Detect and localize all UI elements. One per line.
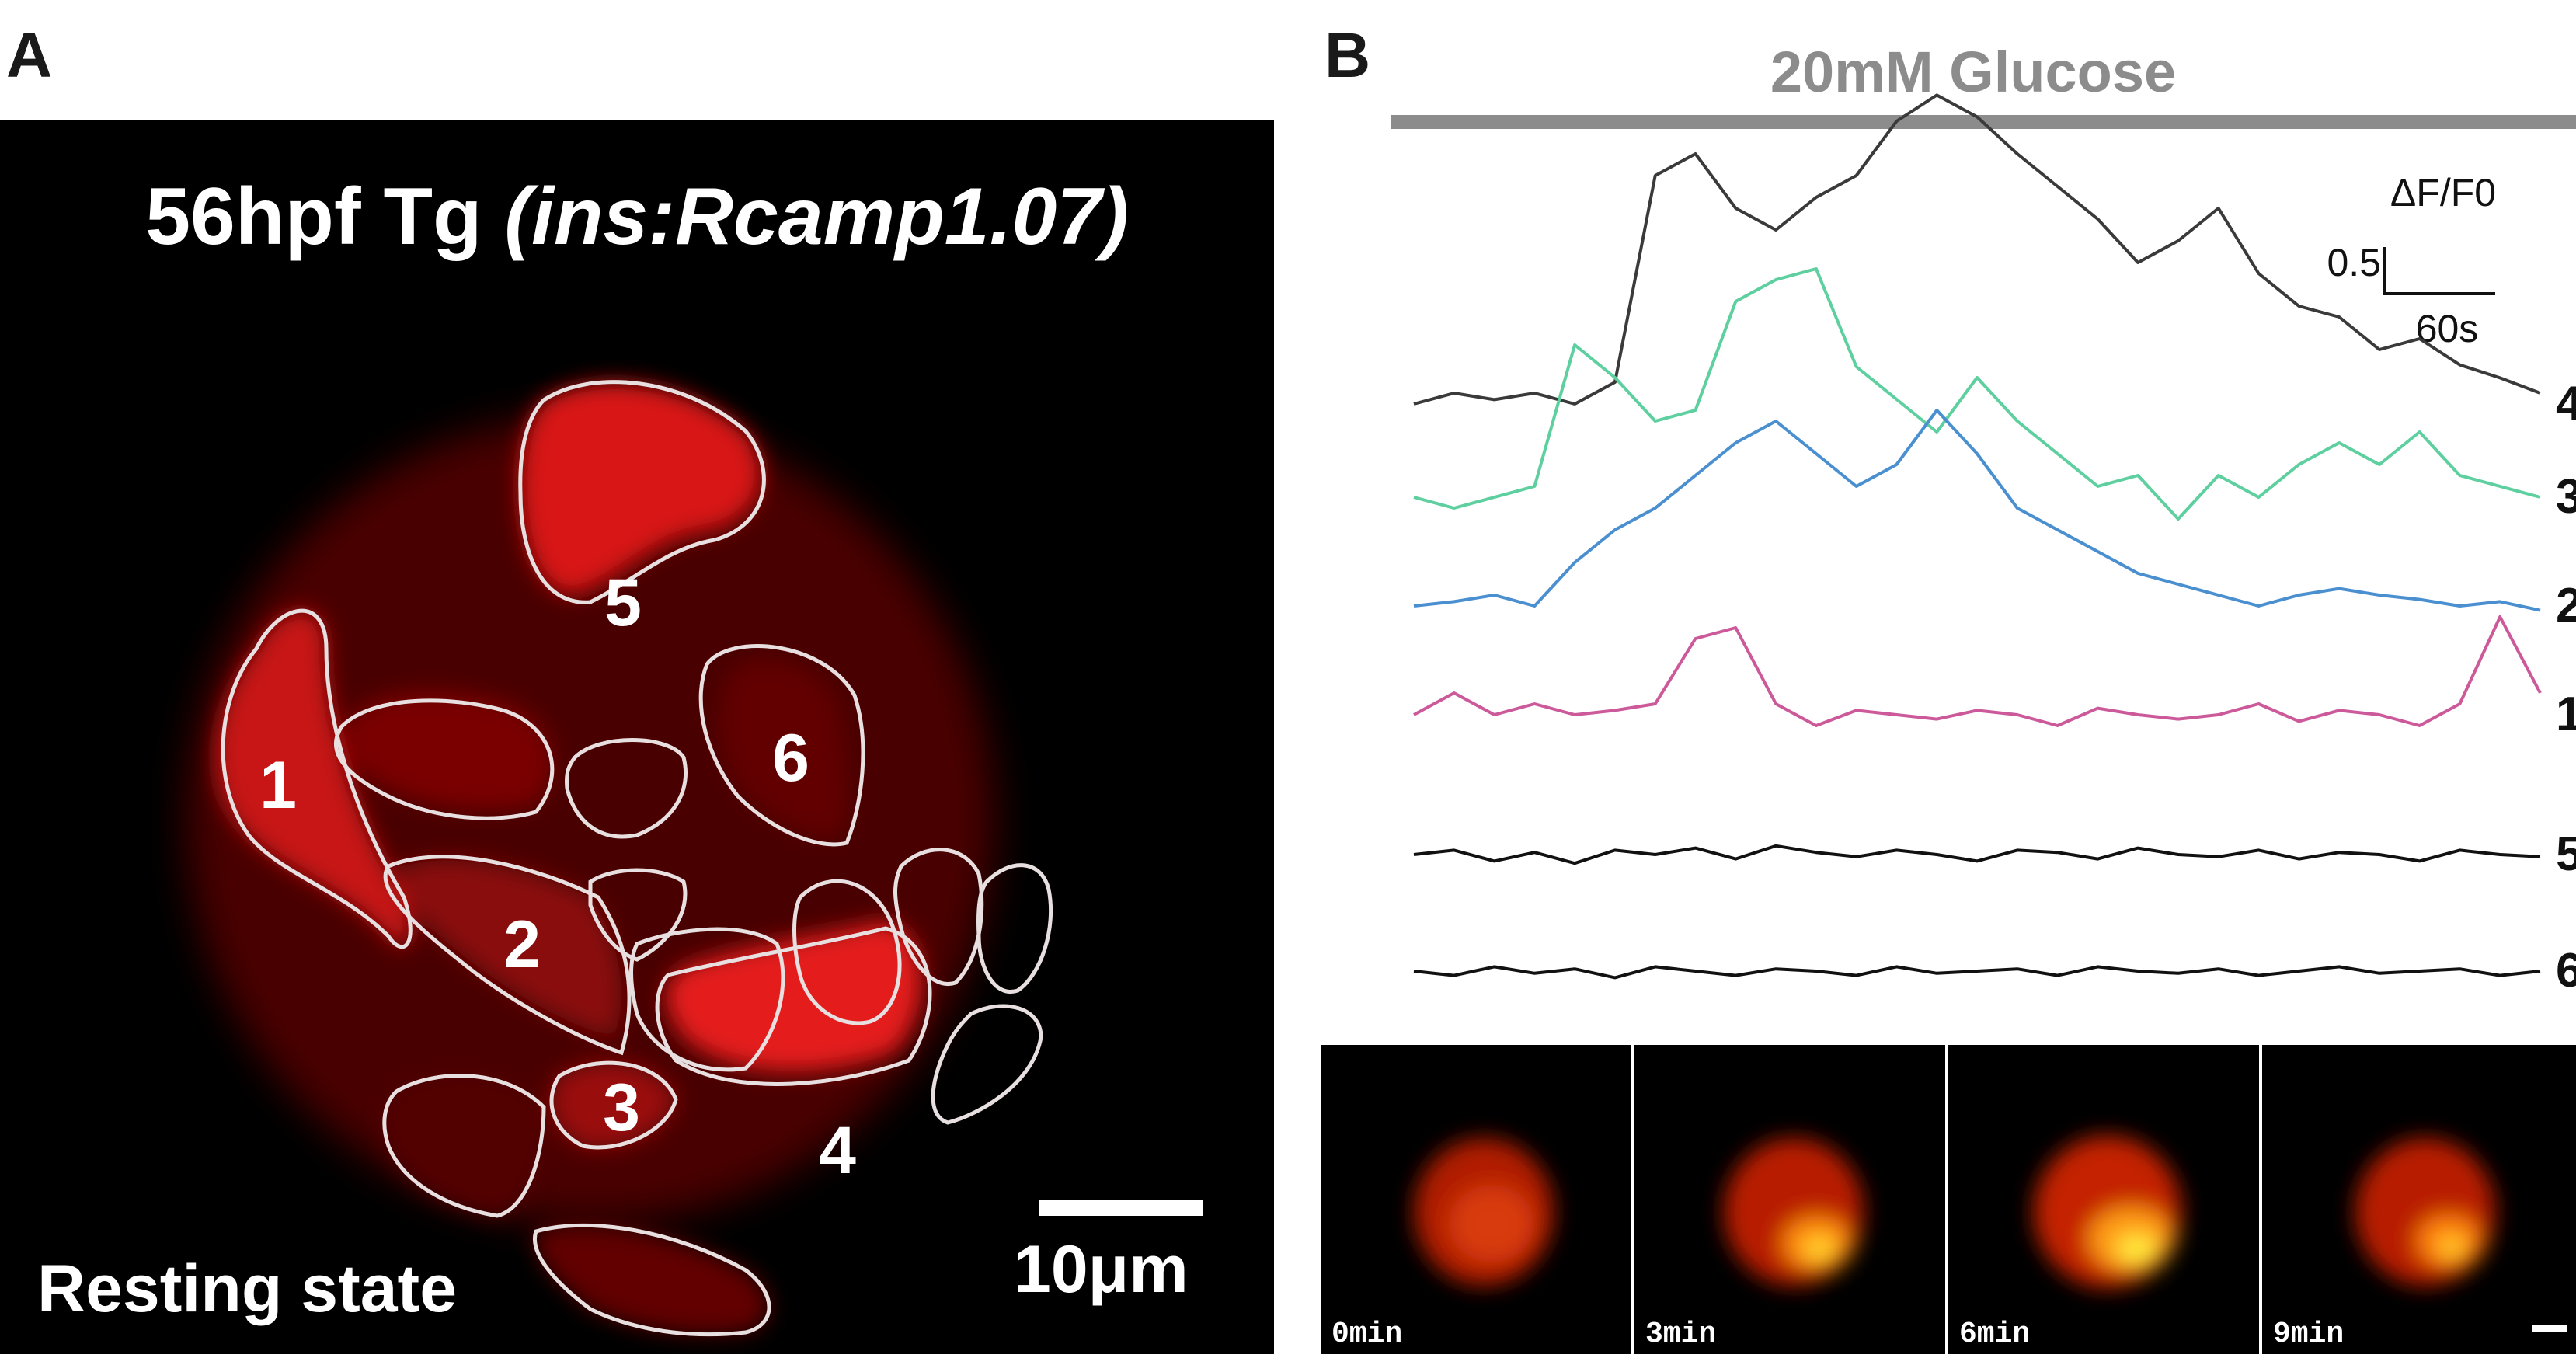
cell-label-1: 1 xyxy=(259,748,297,823)
trace-label-4: 4 xyxy=(2556,377,2576,430)
frame-1-image xyxy=(1724,1138,1864,1286)
timelapse-strip: 0min 3min 6min 9min xyxy=(1321,1045,2576,1354)
frame-0: 0min xyxy=(1321,1045,1631,1354)
trace-line-2 xyxy=(1413,409,2541,612)
trace-label-2: 2 xyxy=(2556,579,2576,632)
cell-label-3: 3 xyxy=(603,1071,640,1145)
state-label: Resting state xyxy=(37,1252,458,1326)
frame-2-time: 6min xyxy=(1959,1318,2031,1351)
title-plain: 56hpf Tg xyxy=(145,172,505,262)
scale-y-value: 0.5 xyxy=(2327,241,2381,284)
trace-line-5 xyxy=(1413,844,2541,865)
stimulus-label: 20mM Glucose xyxy=(1770,40,2176,104)
cell-fills xyxy=(215,381,922,1335)
scale-bar xyxy=(1039,1200,1203,1216)
frame-2-image xyxy=(2034,1136,2181,1288)
cell-outlines xyxy=(221,380,1053,1337)
micrograph-title: 56hpf Tg (ins:Rcamp1.07) xyxy=(0,171,1274,263)
micrograph-panel: 1 2 3 4 5 6 56hpf Tg (ins:Rcamp1.07) Res… xyxy=(0,120,1274,1354)
frame-0-time: 0min xyxy=(1332,1318,1403,1351)
trace-line-4 xyxy=(1413,93,2541,406)
scale-bar-label: 10μm xyxy=(1014,1232,1189,1307)
panel-b-label: B xyxy=(1325,20,1371,91)
frame-3-time: 9min xyxy=(2273,1318,2345,1351)
trace-line-6 xyxy=(1413,965,2541,980)
frame-3-image xyxy=(2355,1138,2495,1286)
frame-divider xyxy=(1631,1045,1634,1354)
frame-divider xyxy=(1945,1045,1948,1354)
islet-image: 1 2 3 4 5 6 xyxy=(186,380,1053,1337)
trace-label-1: 1 xyxy=(2556,688,2576,741)
frame-3: 9min xyxy=(2262,1045,2573,1354)
trace-label-5: 5 xyxy=(2556,827,2576,881)
trace-label-6: 6 xyxy=(2556,944,2576,998)
trace-line-3 xyxy=(1413,267,2541,521)
trace-line-1 xyxy=(1413,615,2542,727)
cell-label-2: 2 xyxy=(503,907,541,982)
panel-a-label: A xyxy=(6,20,53,91)
trace-label-3: 3 xyxy=(2556,470,2576,524)
frame-1: 3min xyxy=(1634,1045,1945,1354)
frame-scale-bar xyxy=(2532,1325,2567,1332)
cell-label-4: 4 xyxy=(819,1113,856,1188)
cell-label-6: 6 xyxy=(772,721,809,796)
cell-label-5: 5 xyxy=(604,566,642,640)
frame-1-time: 3min xyxy=(1645,1318,1717,1351)
title-italic: (ins:Rcamp1.07) xyxy=(504,172,1129,262)
scale-y-axis-label: ΔF/F0 xyxy=(2390,171,2496,214)
frame-2: 6min xyxy=(1948,1045,2259,1354)
frame-divider xyxy=(2259,1045,2262,1354)
scale-bar-bracket xyxy=(2383,247,2495,295)
frame-0-image xyxy=(1414,1138,1554,1286)
trace-series-group: 4 3 2 1 5 6 xyxy=(1413,93,2576,998)
